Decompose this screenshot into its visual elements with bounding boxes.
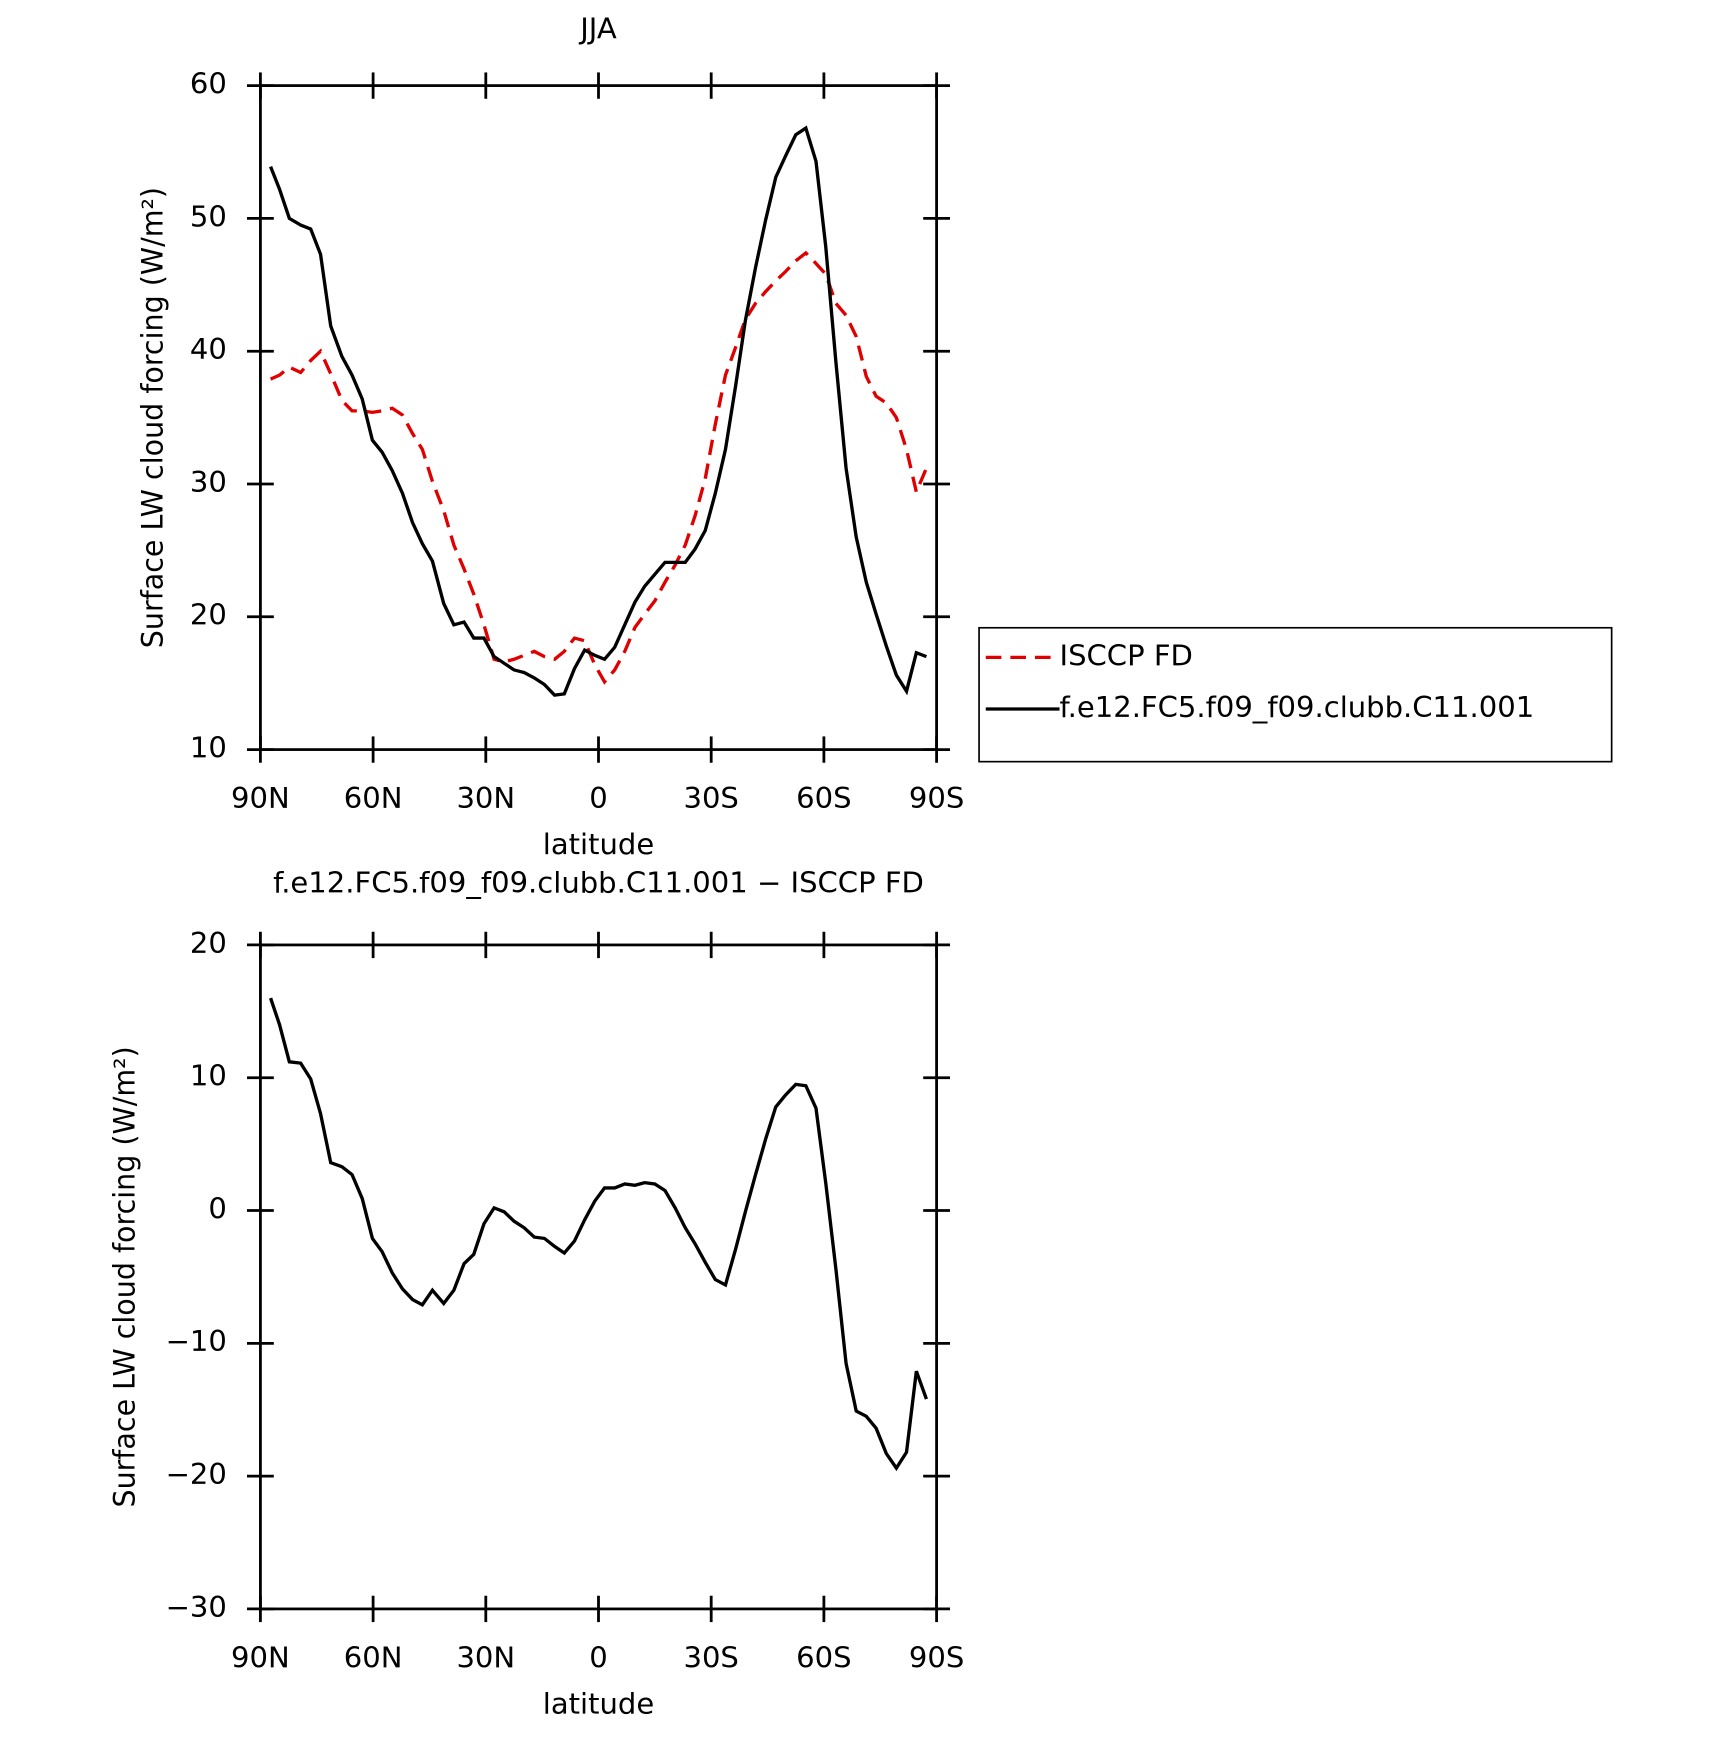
x-axis-label: latitude [543, 827, 654, 861]
x-tick-label: 60N [344, 1641, 403, 1675]
y-tick-label: −20 [166, 1457, 227, 1491]
x-axis-label: latitude [543, 1687, 654, 1721]
y-tick-label: −30 [166, 1590, 227, 1624]
y-tick-label: 60 [190, 67, 227, 101]
x-tick-label: 60S [796, 781, 851, 815]
x-tick-label: 60S [796, 1641, 851, 1675]
y-tick-label: 30 [190, 465, 227, 499]
x-tick-label: 30N [456, 781, 515, 815]
x-tick-label: 0 [589, 1641, 607, 1675]
legend-box [978, 626, 1613, 763]
x-tick-label: 90N [231, 1641, 290, 1675]
chart-title: f.e12.FC5.f09_f09.clubb.C11.001 − ISCCP … [273, 866, 924, 900]
y-axis-label: Surface LW cloud forcing (W/m²) [135, 187, 169, 648]
plot-frame [259, 84, 938, 751]
legend-label: f.e12.FC5.f09_f09.clubb.C11.001 [1060, 690, 1535, 724]
x-tick-label: 30S [683, 1641, 738, 1675]
y-tick-label: 40 [190, 332, 227, 366]
x-tick-label: 30S [683, 781, 738, 815]
y-tick-label: 10 [190, 1059, 227, 1093]
y-axis-label: Surface LW cloud forcing (W/m²) [107, 1046, 141, 1507]
y-tick-label: 20 [190, 598, 227, 632]
chart-title: JJA [578, 12, 617, 46]
y-tick-label: 50 [190, 200, 227, 234]
x-tick-label: 90N [231, 781, 290, 815]
data-line [269, 125, 928, 697]
x-tick-label: 90S [909, 1641, 964, 1675]
y-tick-label: 20 [190, 926, 227, 960]
plot-frame [259, 943, 938, 1611]
x-tick-label: 30N [456, 1641, 515, 1675]
legend-label: ISCCP FD [1060, 639, 1193, 673]
data-line [269, 250, 928, 685]
x-tick-label: 60N [344, 781, 403, 815]
y-tick-label: −10 [166, 1324, 227, 1358]
x-tick-label: 0 [589, 781, 607, 815]
data-line [268, 997, 928, 1472]
x-tick-label: 90S [909, 781, 964, 815]
y-tick-label: 10 [190, 731, 227, 765]
y-tick-label: 0 [208, 1192, 226, 1226]
